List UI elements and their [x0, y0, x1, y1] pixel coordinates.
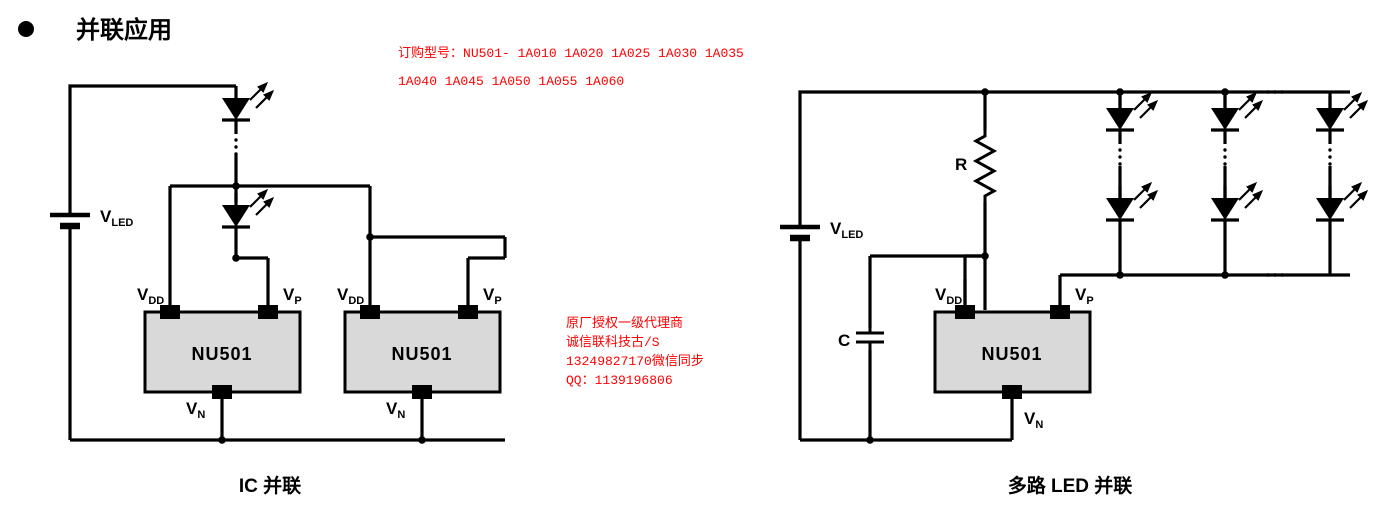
voltage-source-icon — [780, 227, 820, 238]
vn-label-r: VN — [1024, 409, 1043, 431]
vdd-label-r: VDD — [935, 285, 962, 307]
vn-label: VN — [186, 399, 205, 421]
led-string-2 — [1211, 88, 1261, 279]
bullet-icon — [18, 21, 34, 37]
resistor-icon — [976, 130, 994, 202]
chip-label-r: NU501 — [981, 344, 1042, 364]
order-line1: NU501- 1A010 1A020 1A025 1A030 1A035 — [463, 46, 744, 61]
left-diagram: VLED NU501 VDD VP VN NU501 VDD VP VN — [50, 84, 505, 497]
agent-line3: 13249827170微信同步 — [566, 354, 704, 369]
capacitor-icon — [856, 326, 884, 350]
vdd-label-2: VDD — [337, 285, 364, 307]
vdd-label: VDD — [137, 285, 164, 307]
order-label: 订购型号：NU501- 1A010 1A020 1A025 1A030 1A03… — [398, 45, 744, 61]
right-caption: 多路 LED 并联 — [1008, 474, 1133, 497]
voltage-source-icon — [50, 215, 90, 226]
agent-line2: 诚信联科技古/S — [566, 335, 660, 350]
right-diagram: VLED R C NU501 VDD VP VN — [780, 88, 1366, 497]
vp-label: VP — [283, 285, 302, 307]
order-line2: 1A040 1A045 1A050 1A055 1A060 — [398, 74, 624, 89]
agent-line4: QQ：1139196806 — [566, 373, 673, 388]
vp-label-2: VP — [483, 285, 502, 307]
led-string-3 — [1316, 94, 1366, 275]
page-title: 并联应用 — [76, 16, 172, 44]
led-icon — [222, 191, 272, 241]
agent-line1: 原厂授权一级代理商 — [566, 315, 683, 331]
dots-icon — [234, 138, 237, 155]
vp-label-r: VP — [1075, 285, 1094, 307]
led-string-1 — [1106, 88, 1156, 279]
led-icon — [222, 84, 272, 134]
vled-label-r: VLED — [830, 219, 863, 241]
r-label: R — [955, 155, 967, 174]
chip-label: NU501 — [191, 344, 252, 364]
diagram-canvas: 并联应用 订购型号：NU501- 1A010 1A020 1A025 1A030… — [0, 0, 1381, 521]
c-label: C — [838, 331, 850, 350]
vn-label-2: VN — [386, 399, 405, 421]
chip-label-2: NU501 — [391, 344, 452, 364]
vled-label: VLED — [100, 207, 133, 229]
order-label-text: 订购型号： — [398, 45, 463, 61]
left-caption: IC 并联 — [239, 474, 301, 497]
